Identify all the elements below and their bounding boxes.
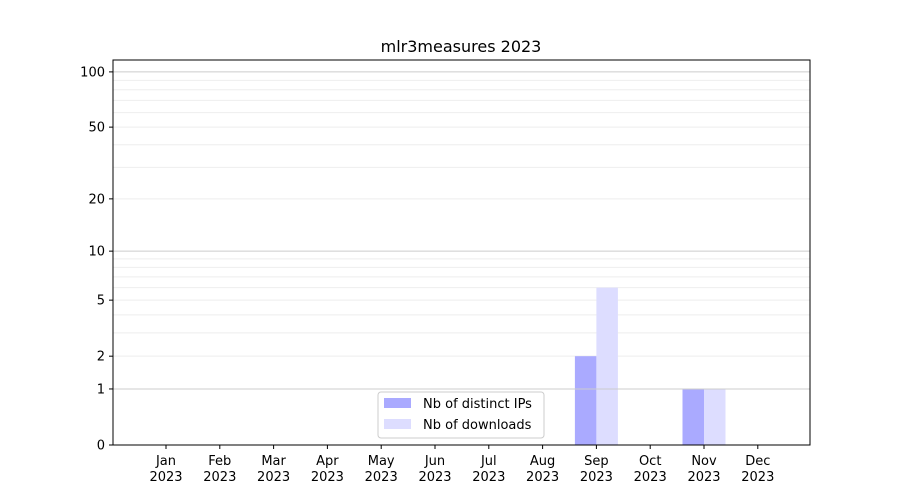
x-tick-label: Oct 2023 [634, 454, 667, 485]
y-tick-label: 1 [97, 382, 105, 397]
y-axis: 0 1 2 5 10 20 50 100 [80, 65, 113, 454]
bars [574, 287, 726, 445]
y-tick-label: 0 [97, 439, 105, 454]
y-tick-label: 50 [88, 121, 105, 136]
bar-downloads [704, 388, 726, 445]
legend-label-ips: Nb of distinct IPs [423, 397, 532, 412]
x-tick-label: Nov 2023 [687, 454, 720, 485]
x-tick-label: Apr 2023 [311, 454, 344, 485]
y-tick-label: 20 [88, 192, 105, 207]
x-tick-label: Sep 2023 [580, 454, 613, 485]
bar-distinct-ips [682, 388, 704, 445]
x-tick-label: Jan 2023 [149, 454, 182, 485]
x-tick-label: Jul 2023 [472, 454, 505, 485]
bar-distinct-ips [574, 356, 597, 445]
bar-downloads [596, 287, 618, 445]
x-tick-label: Feb 2023 [203, 454, 236, 485]
grid [113, 79, 810, 357]
x-tick-label: Mar 2023 [257, 454, 290, 485]
legend: Nb of distinct IPs Nb of downloads [377, 391, 545, 439]
x-axis: Jan 2023 Feb 2023 Mar 2023 Apr 2023 May 2023 Jun 20… [149, 445, 774, 485]
x-tick-label: May 2023 [365, 454, 398, 485]
x-tick-label: Aug 2023 [526, 454, 559, 485]
legend-swatch-ips [384, 398, 411, 408]
plot-frame [112, 59, 811, 446]
y-tick-label: 2 [97, 350, 105, 365]
y-tick-label: 10 [88, 245, 105, 260]
y-tick-label: 5 [97, 294, 105, 309]
legend-swatch-downloads [384, 419, 411, 429]
y-tick-label: 100 [80, 65, 105, 80]
legend-label-downloads: Nb of downloads [423, 418, 532, 433]
x-tick-label: Dec 2023 [741, 454, 774, 485]
chart-title: mlr3measures 2023 [381, 37, 542, 56]
major-grid [113, 71, 810, 390]
x-tick-label: Jun 2023 [418, 454, 451, 485]
